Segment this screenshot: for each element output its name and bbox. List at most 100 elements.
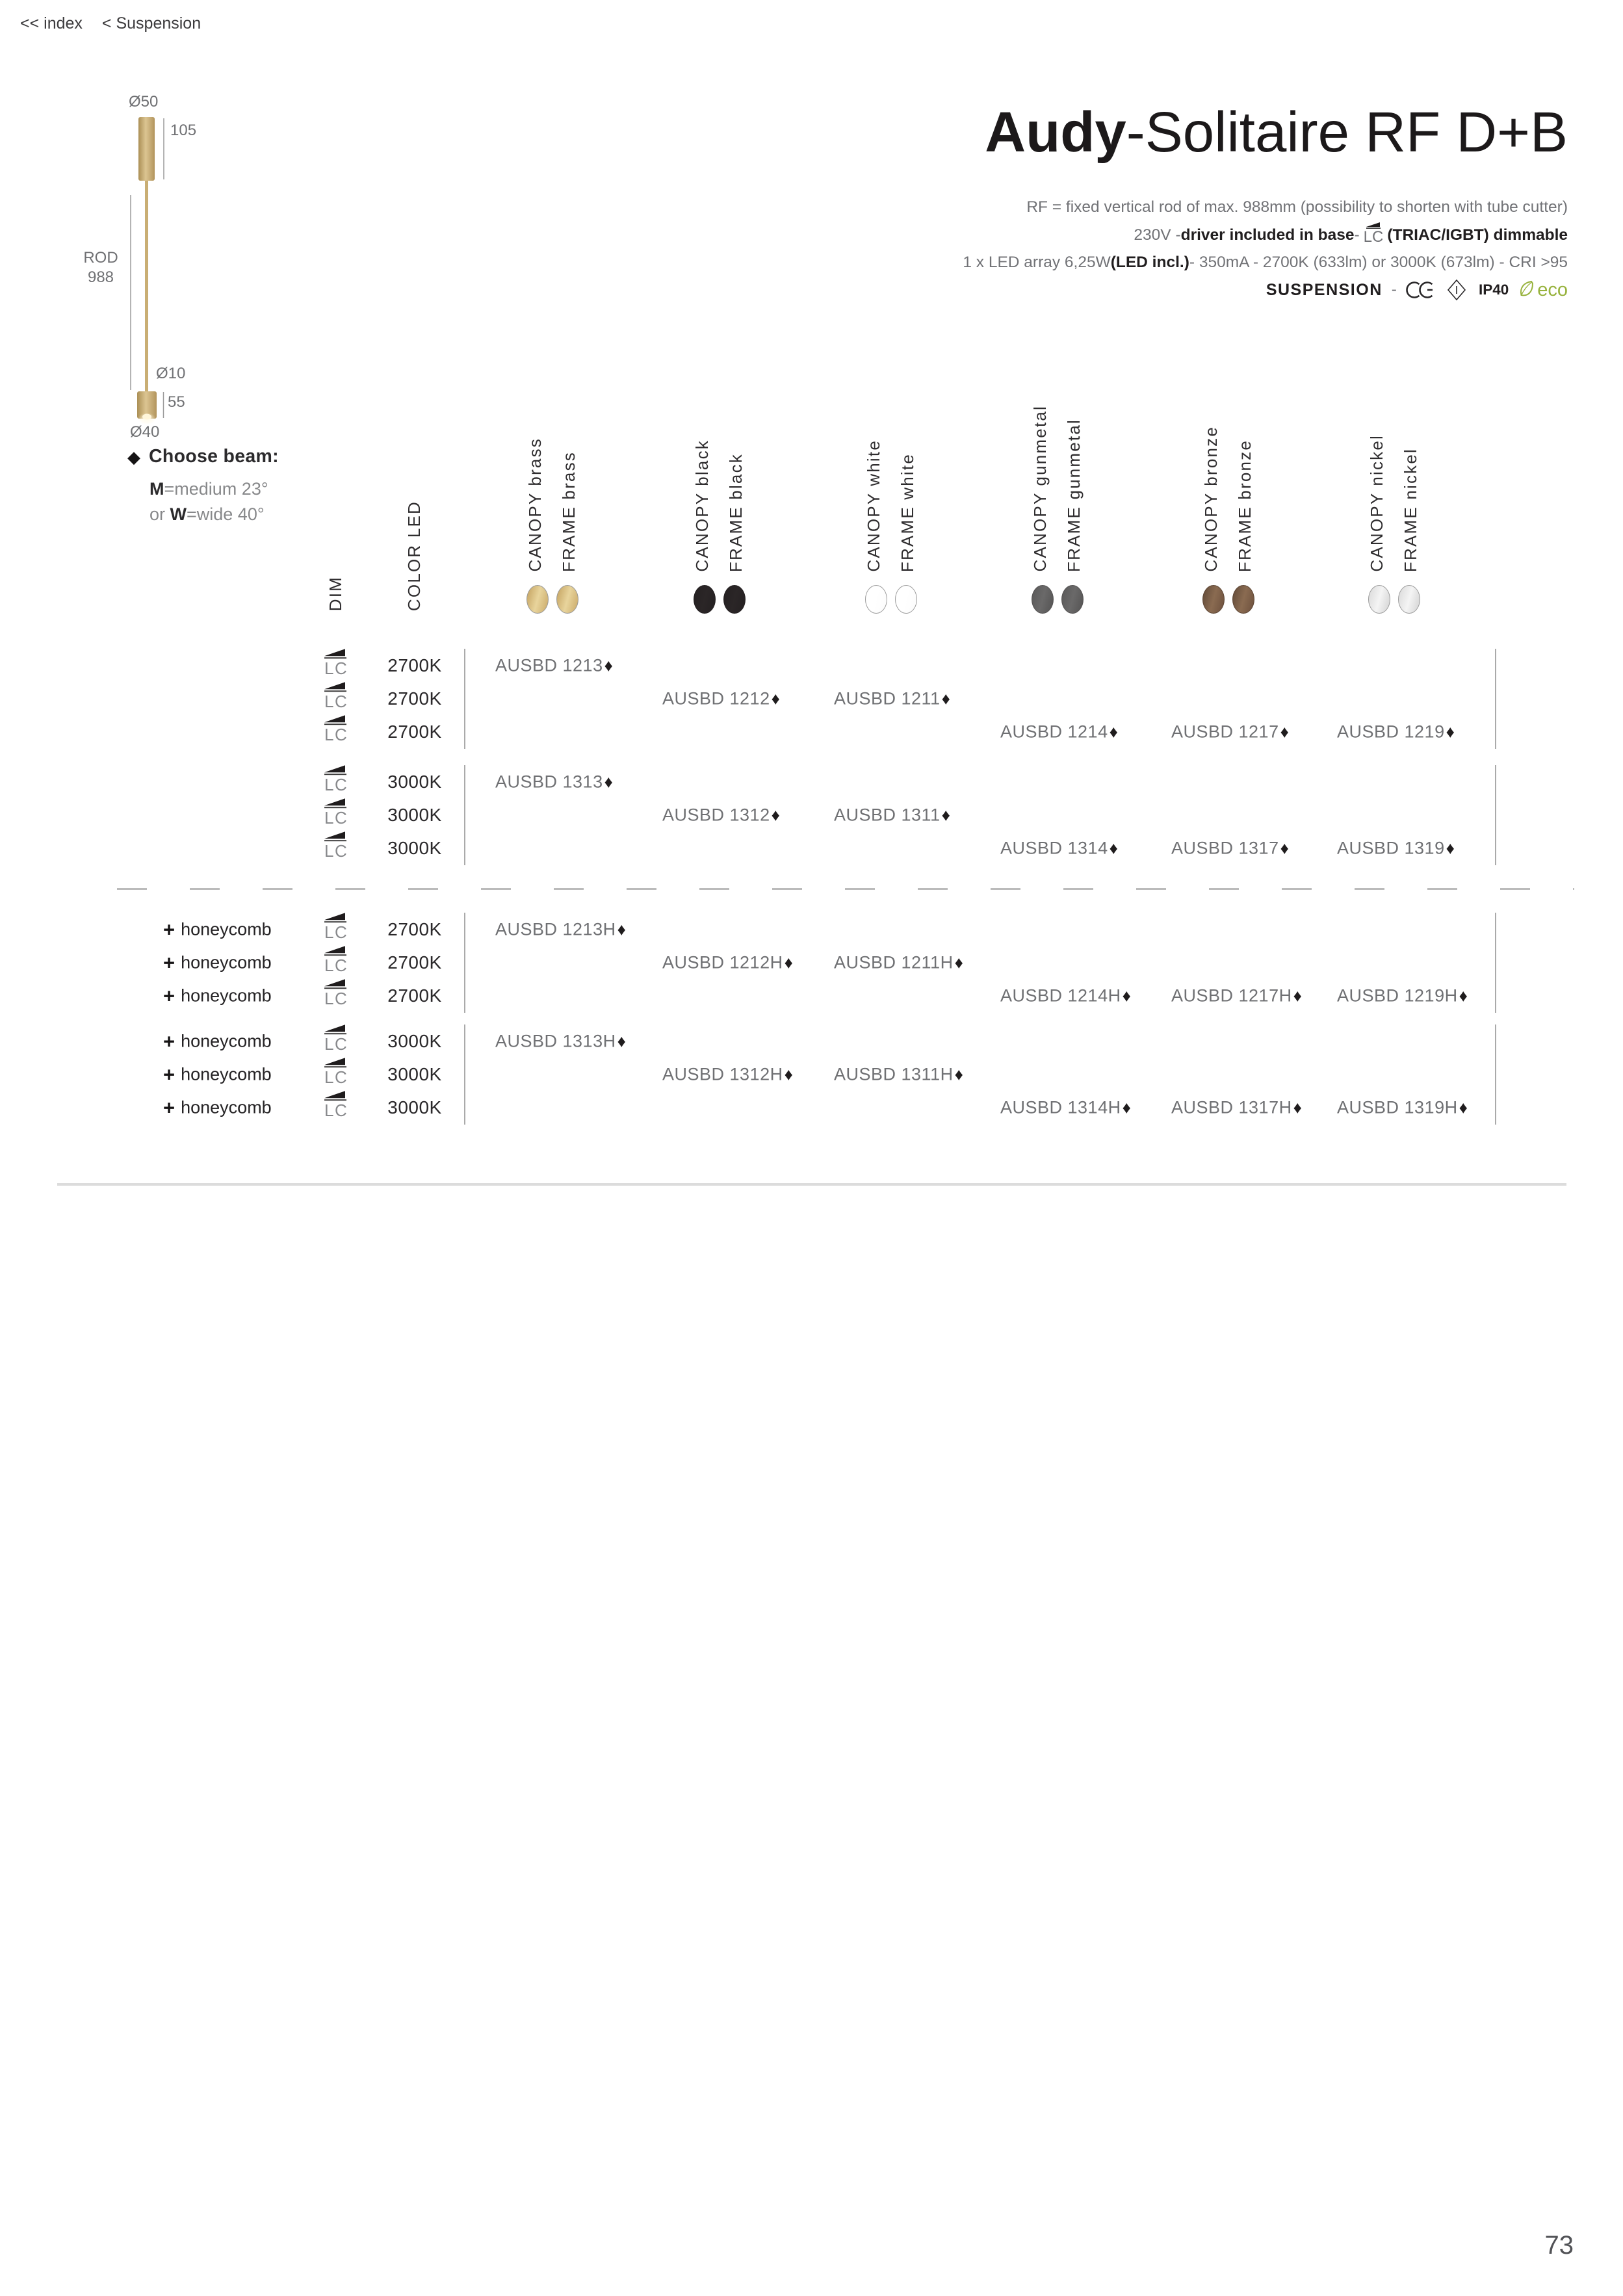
dim-wedge-icon	[324, 1091, 345, 1099]
product-variant-name: -Solitaire RF D+B	[1126, 101, 1568, 164]
product-family-name: Audy	[985, 101, 1126, 164]
dim-wedge-icon	[324, 798, 345, 806]
group-left-rule	[464, 765, 465, 865]
color-led-value: 2700K	[387, 688, 442, 709]
dim-wedge-icon	[324, 946, 345, 954]
color-led-value: 3000K	[387, 805, 442, 825]
plus-icon: +	[163, 984, 175, 1008]
spec-line-led: 1 x LED array 6,25W (LED incl.) - 350mA …	[963, 254, 1568, 272]
beam-choice-diamond-icon: ♦	[954, 952, 964, 972]
product-code: AUSBD 1219♦	[1337, 722, 1455, 742]
color-led-value: 2700K	[387, 655, 442, 675]
dim-wedge-icon	[324, 765, 345, 773]
product-code-text: AUSBD 1312H	[662, 1064, 783, 1084]
spec-voltage: 230V -	[1134, 226, 1181, 244]
frame-color-swatch	[1061, 585, 1084, 614]
frame-color-swatch	[1398, 585, 1420, 614]
product-drawing	[130, 117, 164, 424]
frame-color-swatch	[556, 585, 578, 614]
beam-choice-diamond-icon: ♦	[784, 952, 794, 972]
spec-sep: -	[1354, 226, 1360, 244]
lc-label: LC	[324, 956, 348, 976]
product-code: AUSBD 1311♦	[834, 805, 950, 826]
beam-choice-diamond-icon: ♦	[784, 1064, 794, 1084]
dim-label-rod: ROD 988	[83, 248, 119, 287]
color-led-value: 3000K	[387, 1097, 442, 1117]
group-right-rule	[1495, 913, 1496, 1013]
honeycomb-option-label: + honeycomb	[163, 1065, 272, 1085]
beam-option-medium: M=medium 23°	[149, 479, 268, 499]
dim-label-rod-word: ROD	[83, 249, 118, 267]
breadcrumb-suspension-link[interactable]: < Suspension	[101, 14, 201, 33]
spec-mounting-type: SUSPENSION	[1266, 280, 1383, 299]
product-code-text: AUSBD 1317H	[1171, 1097, 1292, 1117]
column-header-dim: DIM	[326, 575, 345, 611]
color-led-value: 3000K	[387, 1031, 442, 1051]
dim-wedge-bar	[324, 690, 346, 692]
column-header-canopy: CANOPY nickel	[1367, 434, 1386, 572]
dim-wedge-bar	[324, 724, 346, 725]
beam-choice-diamond-icon: ♦	[1122, 985, 1132, 1006]
product-code-text: AUSBD 1319H	[1337, 1097, 1458, 1117]
product-code-text: AUSBD 1213H	[495, 919, 616, 939]
lc-label: LC	[324, 841, 348, 861]
plus-icon: +	[163, 1063, 175, 1086]
breadcrumb-index-link[interactable]: << index	[20, 14, 83, 33]
column-header-frame: FRAME white	[898, 452, 917, 572]
beam-choice-diamond-icon: ♦	[1280, 838, 1290, 858]
product-code: AUSBD 1212H♦	[662, 953, 793, 973]
lc-label: LC	[324, 775, 348, 795]
plus-icon: +	[163, 951, 175, 974]
plus-icon: +	[163, 1030, 175, 1053]
beam-wide-desc: =wide 40°	[187, 504, 265, 524]
product-code: AUSBD 1212♦	[662, 689, 780, 709]
color-led-value: 2700K	[387, 722, 442, 742]
beam-choice-diamond-icon: ♦	[1280, 722, 1290, 742]
beam-choice-diamond-icon: ♦	[1446, 722, 1455, 742]
product-code-text: AUSBD 1314H	[1000, 1097, 1121, 1117]
eco-label: eco	[1537, 279, 1568, 300]
dim-wedge-icon	[324, 831, 345, 839]
dim-wedge-icon	[324, 715, 345, 723]
lc-dim-icon: LC	[324, 979, 348, 1007]
color-led-value: 2700K	[387, 952, 442, 972]
column-header-frame: FRAME nickel	[1401, 447, 1420, 572]
group-right-rule	[1495, 765, 1496, 865]
spec-line-certs: SUSPENSION - IP40 eco	[1266, 279, 1568, 301]
product-code: AUSBD 1312H♦	[662, 1065, 793, 1085]
honeycomb-option-label: + honeycomb	[163, 953, 272, 973]
product-code-text: AUSBD 1212	[662, 688, 770, 709]
product-code-text: AUSBD 1314	[1000, 838, 1108, 858]
product-code: AUSBD 1214H♦	[1000, 986, 1131, 1006]
beam-wide-key: W	[170, 504, 187, 524]
product-code: AUSBD 1317H♦	[1171, 1098, 1302, 1118]
choose-beam-title: Choose beam:	[149, 446, 279, 467]
product-code-text: AUSBD 1213	[495, 655, 603, 675]
beam-choice-diamond-icon: ♦	[1446, 838, 1455, 858]
product-code-text: AUSBD 1214	[1000, 722, 1108, 742]
group-left-rule	[464, 649, 465, 749]
spec-led-incl: (LED incl.)	[1110, 254, 1189, 271]
dim-wedge-bar	[324, 1066, 346, 1068]
dim-label-diameter-top: Ø50	[129, 93, 159, 111]
column-header-frame: FRAME bronze	[1235, 439, 1254, 572]
product-code-text: AUSBD 1211	[834, 688, 941, 709]
page-title: Audy-Solitaire RF D+B	[985, 103, 1568, 162]
product-code: AUSBD 1311H♦	[834, 1065, 963, 1085]
dim-wedge-bar	[324, 921, 346, 923]
lc-dim-icon: LC	[1364, 222, 1383, 245]
lc-label: LC	[324, 659, 348, 679]
honeycomb-text: honeycomb	[181, 985, 272, 1006]
product-code: AUSBD 1314♦	[1000, 839, 1118, 859]
dim-wedge-bar	[324, 807, 346, 809]
beam-choice-diamond-icon: ♦	[617, 919, 627, 939]
column-header-canopy: CANOPY white	[864, 439, 883, 572]
canopy-color-swatch	[1032, 585, 1054, 614]
product-code: AUSBD 1211H♦	[834, 953, 963, 973]
product-code: AUSBD 1317♦	[1171, 839, 1289, 859]
color-led-value: 3000K	[387, 838, 442, 858]
beam-choice-diamond-icon: ♦	[771, 688, 781, 709]
column-header-canopy: CANOPY bronze	[1201, 426, 1221, 572]
honeycomb-option-label: + honeycomb	[163, 1098, 272, 1118]
